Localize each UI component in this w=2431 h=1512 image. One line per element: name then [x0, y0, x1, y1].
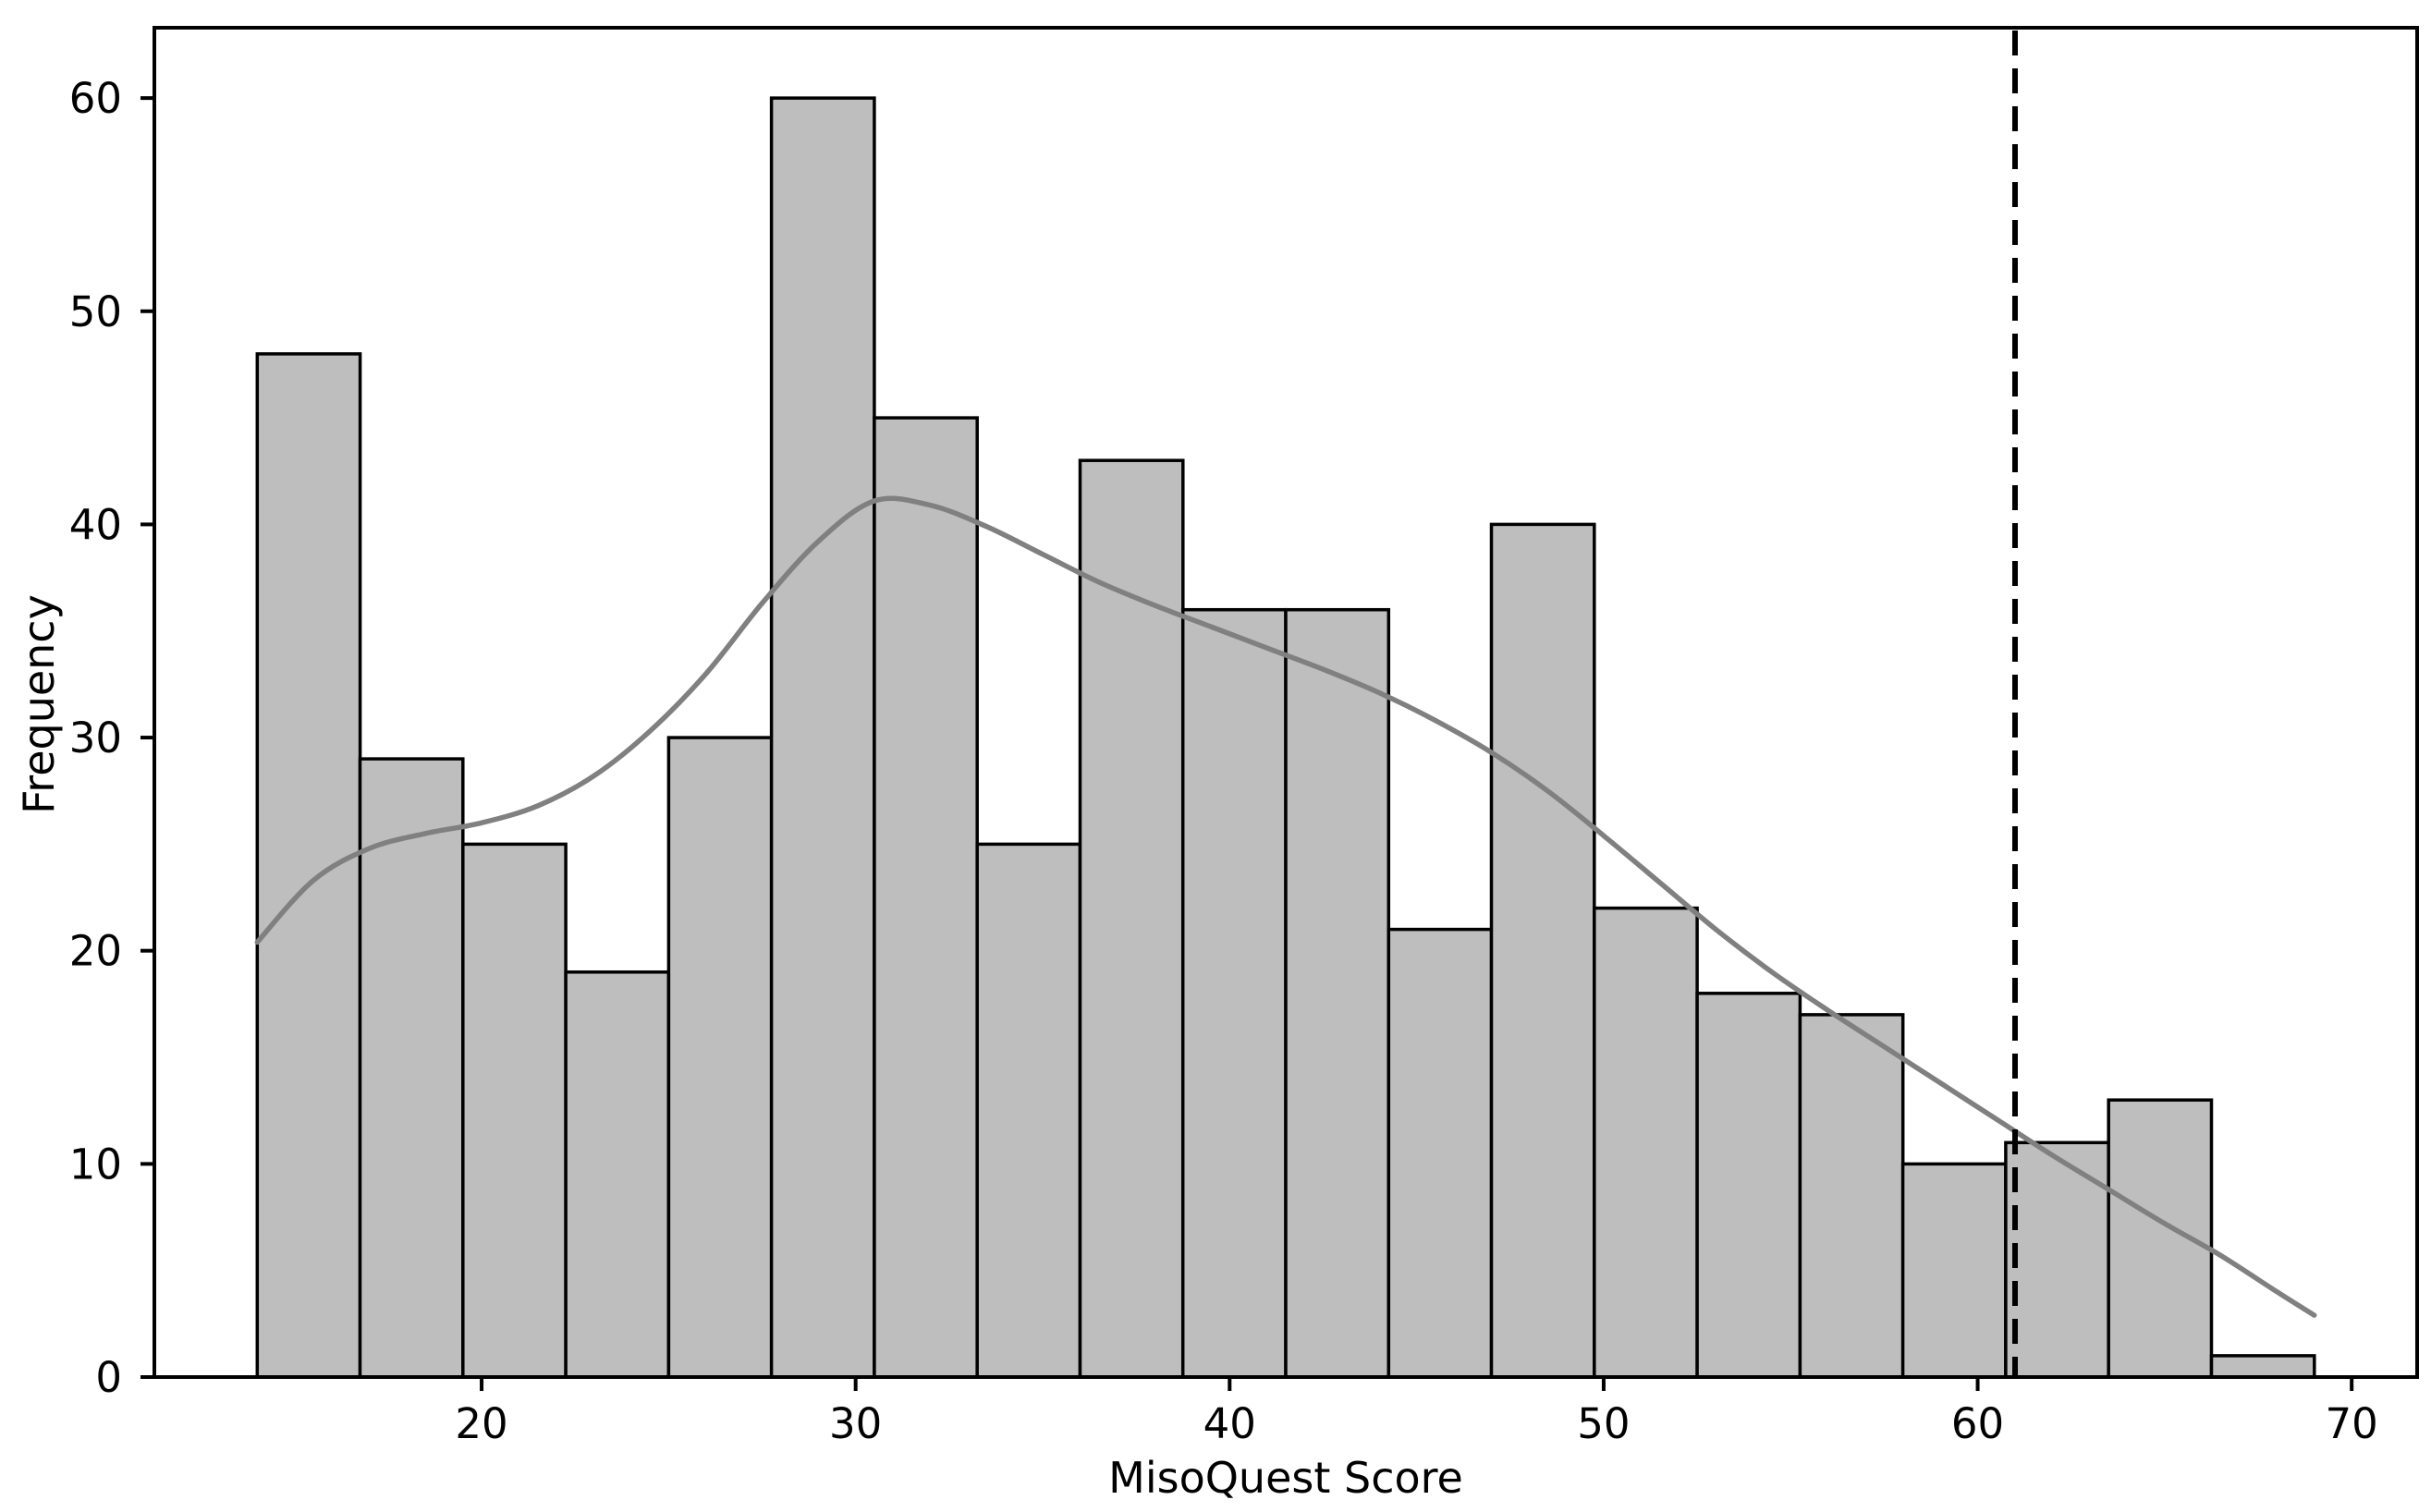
x-tick-label: 30 [829, 1399, 882, 1448]
histogram-bar [1695, 992, 1802, 1379]
histogram-bar [1900, 1162, 2008, 1379]
histogram-bar [1284, 607, 1391, 1379]
histogram-bar [1489, 522, 1596, 1379]
histogram-bar [1078, 458, 1185, 1379]
x-tick-label: 70 [2326, 1399, 2378, 1448]
histogram-bar [2209, 1354, 2316, 1379]
histogram-bar [666, 736, 774, 1379]
x-tick-label: 20 [455, 1399, 507, 1448]
histogram-bar [873, 416, 979, 1379]
histogram-bar [975, 842, 1082, 1379]
histogram-bar [358, 757, 465, 1379]
y-tick-label: 30 [69, 713, 122, 762]
histogram-bar [1180, 607, 1288, 1379]
x-tick-label: 60 [1951, 1399, 2004, 1448]
y-axis-label: Frequency [14, 594, 64, 814]
histogram-bar [564, 970, 671, 1379]
y-tick-label: 60 [69, 74, 122, 123]
plot-area: 20 30 40 50 60 70 0 10 20 30 40 50 60 [69, 26, 2419, 1448]
histogram-bar [769, 96, 876, 1379]
histogram-bar [1593, 906, 1699, 1379]
y-tick-label: 0 [95, 1353, 122, 1402]
plot-border [153, 26, 2419, 1379]
x-tick-label: 50 [1577, 1399, 1630, 1448]
x-tick-label: 40 [1203, 1399, 1256, 1448]
kde-curve [254, 495, 2317, 1318]
histogram-bar [1798, 1013, 1905, 1379]
y-tick-label: 50 [69, 287, 122, 336]
histogram-bar [255, 352, 362, 1379]
histogram-bar [1387, 927, 1494, 1379]
y-tick-label: 40 [69, 500, 122, 549]
histogram-bar [461, 842, 568, 1379]
x-axis-label: MisoQuest Score [1108, 1453, 1463, 1503]
y-tick-label: 10 [69, 1140, 122, 1189]
y-tick-label: 20 [69, 927, 122, 976]
